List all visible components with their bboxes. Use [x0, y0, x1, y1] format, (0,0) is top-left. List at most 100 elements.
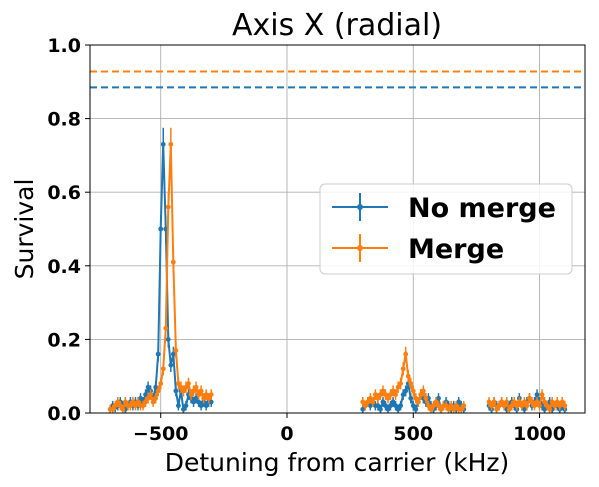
data-point: [163, 325, 169, 331]
data-point: [385, 395, 391, 401]
data-point: [514, 403, 520, 409]
data-point: [155, 388, 161, 394]
legend: No merge Merge: [319, 183, 573, 275]
legend-label: Merge: [408, 234, 504, 265]
data-point: [403, 388, 409, 394]
data-point: [115, 399, 121, 405]
data-point: [415, 399, 421, 405]
data-point: [160, 141, 166, 147]
data-point: [193, 395, 199, 401]
data-point: [188, 392, 194, 397]
data-point: [145, 384, 151, 390]
data-point: [388, 392, 393, 397]
data-point: [542, 399, 547, 405]
data-point: [370, 399, 376, 405]
data-point: [410, 388, 416, 394]
data-point: [537, 403, 542, 409]
data-point: [398, 381, 404, 386]
data-point: [426, 403, 431, 409]
data-point: [393, 403, 398, 409]
y-tick-label: 0.4: [47, 256, 81, 278]
data-point: [143, 399, 148, 405]
data-point: [547, 406, 553, 412]
data-point: [446, 406, 452, 412]
data-point: [499, 399, 505, 405]
data-point: [461, 403, 467, 409]
reference-lines: [90, 70, 585, 89]
data-point: [158, 381, 164, 386]
y-tick-label: 0.6: [47, 182, 81, 204]
data-point: [408, 395, 414, 401]
data-point: [456, 399, 462, 405]
data-point: [521, 399, 527, 405]
data-point: [360, 406, 366, 412]
data-point: [168, 141, 174, 147]
y-tick-label: 1.0: [47, 35, 81, 57]
y-tick-label: 0.8: [47, 109, 81, 131]
x-tick-label: −500: [133, 423, 189, 445]
data-series: [107, 127, 568, 413]
data-point: [410, 403, 416, 409]
data-point: [383, 392, 388, 397]
data-point: [491, 399, 497, 405]
x-tick-label: 1000: [513, 423, 566, 445]
axis-ticks: −500 0 500 1000 0.0 0.2 0.4 0.6 0.8 1.0: [47, 35, 566, 445]
data-point: [524, 403, 530, 409]
data-point: [362, 403, 368, 409]
data-point: [448, 403, 454, 409]
x-tick-label: 500: [393, 423, 433, 445]
data-point: [130, 399, 136, 405]
legend-label: No merge: [408, 193, 556, 224]
data-point: [504, 399, 510, 405]
data-point: [423, 395, 429, 401]
data-point: [519, 403, 525, 409]
data-point: [183, 403, 189, 409]
data-point: [562, 403, 568, 409]
series-merge: [107, 127, 568, 413]
data-point: [413, 395, 419, 401]
data-point: [145, 395, 151, 401]
chart-title: Axis X (radial): [232, 8, 442, 43]
data-point: [542, 406, 547, 412]
data-point: [506, 406, 512, 412]
data-point: [208, 392, 214, 397]
data-point: [140, 403, 146, 409]
data-point: [181, 388, 186, 394]
data-point: [117, 403, 123, 409]
data-point: [175, 403, 181, 409]
legend-marker: [357, 204, 363, 210]
data-point: [181, 406, 186, 412]
legend-marker: [357, 245, 363, 251]
x-axis-label: Detuning from carrier (kHz): [165, 448, 510, 477]
data-point: [375, 403, 381, 409]
data-point: [178, 384, 184, 390]
data-point: [378, 406, 383, 412]
data-point: [191, 399, 196, 405]
data-point: [360, 399, 366, 405]
data-point: [367, 395, 373, 401]
data-point: [544, 403, 550, 409]
data-point: [122, 399, 128, 405]
data-point: [554, 399, 560, 405]
data-point: [494, 406, 500, 412]
data-point: [198, 388, 204, 394]
y-tick-label: 0.0: [47, 403, 81, 425]
data-point: [148, 392, 154, 397]
data-point: [501, 403, 507, 409]
data-point: [173, 348, 179, 353]
data-point: [378, 392, 383, 397]
data-point: [203, 403, 209, 409]
data-point: [552, 403, 558, 409]
data-point: [383, 403, 388, 409]
data-point: [489, 403, 494, 409]
data-point: [365, 399, 371, 405]
data-point: [549, 399, 555, 405]
data-point: [196, 392, 201, 397]
data-point: [400, 392, 406, 397]
data-point: [193, 384, 199, 390]
data-point: [198, 403, 204, 409]
data-point: [170, 259, 176, 265]
data-point: [186, 381, 191, 386]
data-point: [150, 399, 156, 405]
x-tick-label: 0: [280, 423, 293, 445]
